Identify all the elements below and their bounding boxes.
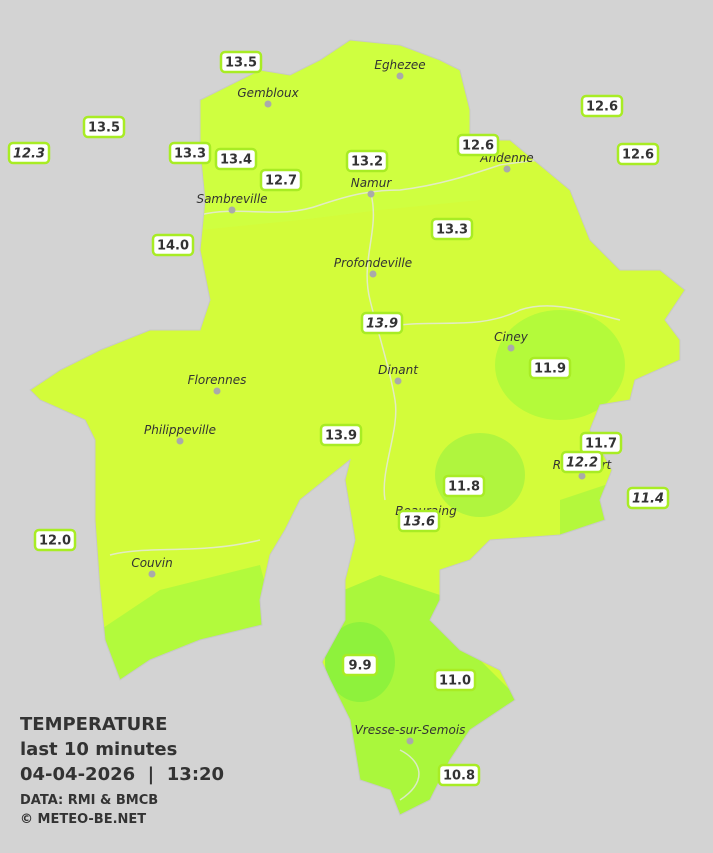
town-name: Profondeville: [334, 256, 412, 270]
station-value: 13.9: [325, 429, 357, 444]
station-value: 12.6: [462, 139, 494, 154]
towns: EghezeeGemblouxAndenneNamurSambrevillePr…: [131, 58, 613, 745]
station-box: [345, 149, 389, 173]
legend-subtitle: last 10 minutes: [20, 739, 177, 760]
station-value: 13.3: [436, 223, 468, 238]
station-box: [528, 356, 572, 380]
station-value: 13.5: [225, 56, 257, 71]
station-value: 12.7: [265, 174, 297, 189]
station-box: [430, 217, 474, 241]
station-box: [616, 142, 660, 166]
town-name: Gembloux: [237, 86, 299, 100]
station-value: 11.4: [632, 492, 664, 507]
station-value: 11.8: [448, 480, 480, 495]
station-value: 11.0: [439, 674, 471, 689]
legend-source: DATA: RMI & BMCB: [20, 793, 158, 808]
station-box: [341, 653, 379, 677]
station-box: [214, 147, 258, 171]
town-name: Florennes: [188, 373, 247, 387]
station-value: 14.0: [157, 239, 189, 254]
town-dot: [264, 100, 272, 108]
station-box: [151, 233, 195, 257]
station-box: [442, 474, 486, 498]
station-box: [626, 486, 670, 510]
station-value: 13.6: [403, 515, 435, 530]
town-name: Eghezee: [374, 58, 425, 72]
station-value: 12.2: [566, 456, 598, 471]
station-box: [456, 133, 500, 157]
town-dot: [578, 472, 586, 480]
town-dot: [367, 190, 375, 198]
legend-copyright: © METEO-BE.NET: [20, 812, 146, 827]
town-name: Dinant: [378, 363, 419, 377]
station-box: [560, 450, 604, 474]
station-value: 13.3: [174, 147, 206, 162]
station-box: [319, 423, 363, 447]
town-name: Namur: [351, 176, 393, 190]
station-value: 13.4: [220, 153, 252, 168]
legend: TEMPERATURE last 10 minutes 04-04-2026 |…: [20, 714, 224, 827]
station-value: 13.9: [366, 317, 398, 332]
station-box: [580, 94, 624, 118]
station-box: [259, 168, 303, 192]
station-value: 11.7: [585, 437, 617, 452]
station-box: [437, 763, 481, 787]
station-value: 12.6: [586, 100, 618, 115]
town-dot: [176, 437, 184, 445]
town-dot: [406, 737, 414, 745]
station-value: 12.6: [622, 148, 654, 163]
station-box: [219, 50, 263, 74]
town-name: Philippeville: [144, 423, 216, 437]
legend-timestamp: 04-04-2026 | 13:20: [20, 764, 224, 785]
station-box: [433, 668, 477, 692]
station-value: 9.9: [348, 659, 371, 674]
station-value: 12.0: [39, 534, 71, 549]
station-value: 12.3: [13, 147, 45, 162]
town-dot: [213, 387, 221, 395]
town-dot: [369, 270, 377, 278]
legend-title: TEMPERATURE: [20, 714, 167, 735]
station-box: [7, 141, 51, 165]
station-box: [82, 115, 126, 139]
station-box: [168, 141, 212, 165]
station-box: [360, 311, 404, 335]
station-box: [397, 509, 441, 533]
town-dot: [507, 344, 515, 352]
town-dot: [503, 165, 511, 173]
station-box: [33, 528, 77, 552]
river: [109, 149, 621, 801]
town-name: Sambreville: [196, 192, 267, 206]
station-value: 10.8: [443, 769, 475, 784]
town-name: Ciney: [494, 330, 529, 344]
town-dot: [148, 570, 156, 578]
station-value: 13.5: [88, 121, 120, 136]
town-name: Vresse-sur-Semois: [355, 723, 466, 737]
town-dot: [394, 377, 402, 385]
town-dot: [396, 72, 404, 80]
town-name: Couvin: [131, 556, 172, 570]
station-value: 11.9: [534, 362, 566, 377]
stations: 13.5 13.5 12.3 13.3 13.4 12.7 13.2 12.6 12.6 12.6…: [7, 50, 670, 787]
town-dot: [228, 206, 236, 214]
station-value: 13.2: [351, 155, 383, 170]
